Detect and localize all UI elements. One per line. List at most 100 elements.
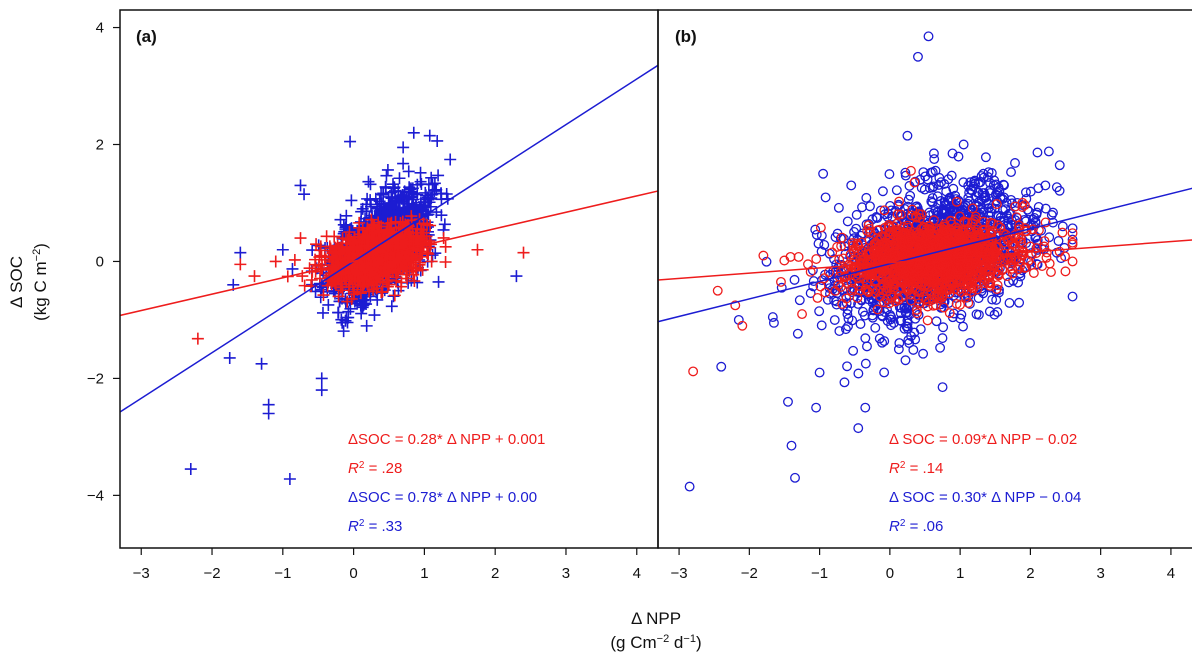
data-point [853,423,864,434]
data-point [406,191,419,204]
data-point [808,281,819,292]
data-point [401,272,414,285]
x-tick-label: 2 [491,565,499,582]
data-point [829,295,840,306]
y-axis-title-line1: Δ SOC [7,256,26,308]
data-point [935,342,946,353]
data-point [1067,228,1078,239]
panel-a-x-ticks: −3 −2 −1 0 1 2 3 4 [133,548,641,582]
data-point [310,238,323,251]
data-point [326,250,339,263]
data-point [298,188,311,201]
data-point [1002,271,1013,282]
data-point [328,230,341,243]
data-point [351,230,364,243]
data-point [831,259,842,270]
data-point [363,268,376,281]
data-point [928,148,939,159]
data-point [842,216,853,227]
data-point [991,284,1002,294]
data-point [332,290,345,303]
data-point [1017,197,1028,208]
data-point [425,255,438,268]
data-point [286,262,299,275]
data-point [371,293,384,306]
data-point [283,472,296,485]
data-point [421,191,434,204]
data-point [255,357,268,370]
data-point [848,283,859,294]
data-point [761,256,772,267]
data-point [933,179,944,190]
data-point [923,31,934,42]
data-point [294,179,307,192]
data-point [223,351,236,364]
data-point [439,255,452,268]
data-point [353,261,366,274]
x-axis-title-line2: (g Cm−2 d−1) [610,633,701,652]
data-point [362,175,375,188]
data-point [384,201,397,214]
data-point [989,203,1000,214]
data-point [958,321,968,332]
data-point [397,141,410,154]
data-point [288,253,301,266]
data-point [314,244,327,257]
data-point [368,219,381,232]
data-point [357,294,370,307]
data-point [786,440,797,451]
data-point [351,240,364,253]
data-point [1043,146,1054,157]
data-point [910,306,920,317]
data-point [783,396,793,407]
data-point [415,178,428,191]
data-point [884,169,895,180]
data-point [812,293,823,303]
data-point [1031,248,1042,259]
data-point [884,298,895,309]
data-point [316,306,329,319]
data-point [381,280,394,293]
data-point [904,180,915,191]
x-tick-label: −2 [203,565,220,582]
data-point [984,306,995,317]
data-point [385,300,398,313]
panel-a-red-equation: ΔSOC = 0.28* Δ NPP + 0.001 [348,431,545,448]
data-point [976,171,987,182]
data-point [294,232,307,245]
data-point [367,232,380,245]
data-point [870,322,881,333]
data-point [965,338,975,348]
data-point [407,262,420,275]
data-point [1003,235,1014,246]
data-point [1053,236,1064,246]
data-point [363,224,376,237]
data-point [951,196,962,207]
data-point [829,315,840,325]
data-point [1033,183,1044,194]
data-point [835,233,846,244]
data-point [848,345,859,356]
data-point [438,218,451,231]
data-point [937,382,948,393]
data-point [913,51,923,62]
y-tick-label: 0 [96,253,104,270]
data-point [925,167,936,178]
data-point [893,344,904,355]
data-point [305,274,318,287]
data-point [428,185,441,198]
data-point [879,205,890,216]
data-point [361,222,374,235]
data-point [853,368,864,379]
data-point [389,250,402,263]
panel-b-series-red-points [688,165,1078,377]
panel-a-label: (a) [136,27,157,46]
data-point [937,333,948,344]
data-point [342,265,355,278]
data-point [879,336,890,347]
data-point [388,289,401,302]
data-point [872,285,883,296]
data-point [819,273,830,284]
data-point [851,209,862,220]
data-point [471,243,484,256]
